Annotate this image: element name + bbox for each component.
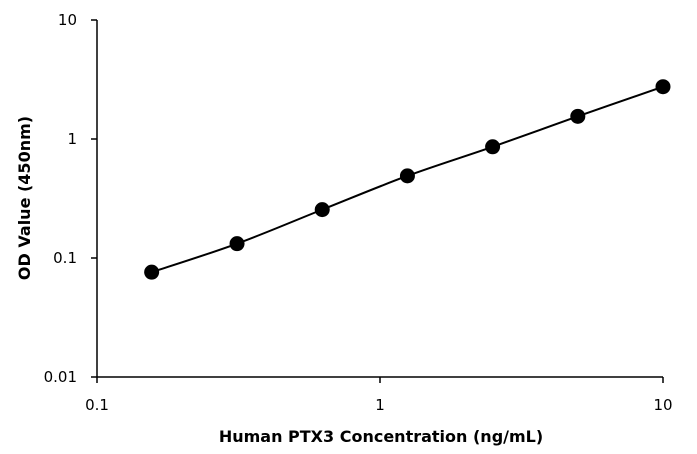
- data-point: [229, 236, 245, 252]
- x-axis-title: Human PTX3 Concentration (ng/mL): [219, 427, 543, 446]
- axes: [96, 20, 663, 378]
- y-tick-label: 10: [58, 11, 77, 29]
- y-axis-ticks: 0.01 0.1 1 10: [44, 11, 97, 386]
- data-point: [570, 108, 586, 124]
- x-tick-label: 0.1: [85, 396, 109, 414]
- data-point: [399, 168, 415, 184]
- data-series: [144, 79, 671, 280]
- data-point: [144, 264, 160, 280]
- x-tick-label: 1: [375, 396, 385, 414]
- y-axis-title: OD Value (450nm): [15, 116, 34, 280]
- data-point: [655, 79, 671, 95]
- x-axis-ticks: 0.1 1 10: [85, 377, 673, 414]
- data-point: [314, 202, 330, 218]
- x-tick-label: 10: [653, 396, 672, 414]
- data-point: [485, 139, 501, 155]
- y-tick-label: 0.1: [53, 249, 77, 267]
- y-tick-label: 1: [67, 130, 77, 148]
- y-tick-label: 0.01: [44, 368, 77, 386]
